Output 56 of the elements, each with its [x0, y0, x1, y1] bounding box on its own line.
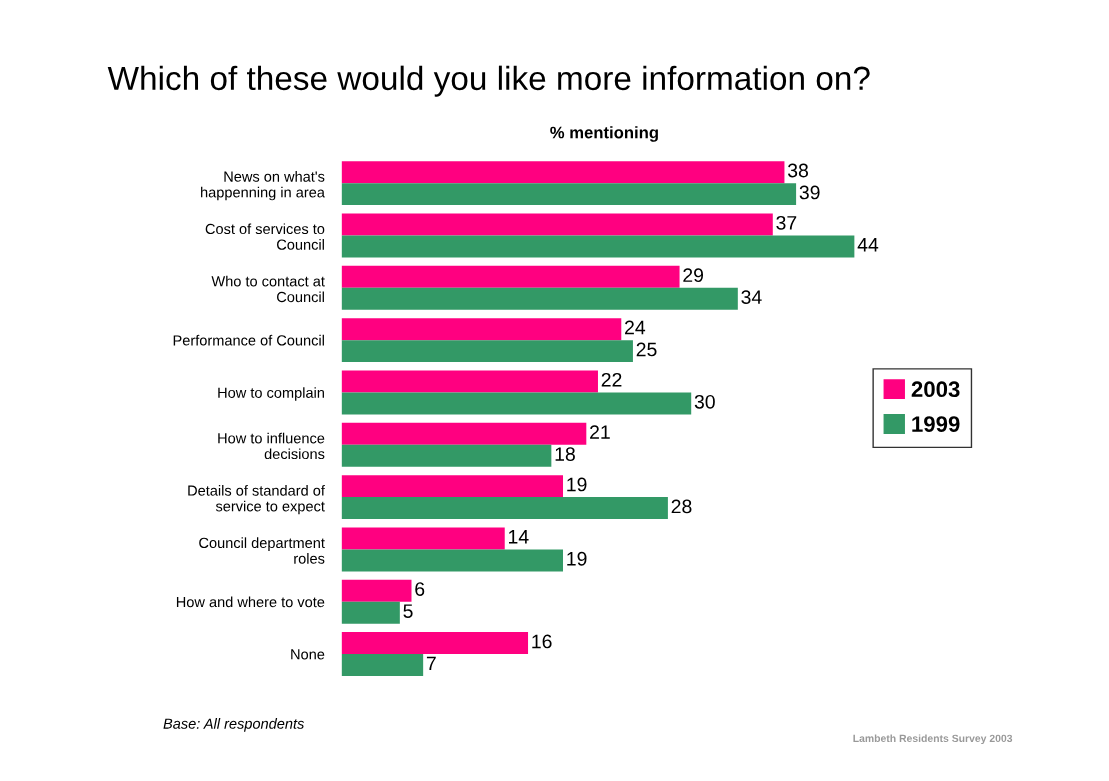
chart-subtitle: % mentioning — [550, 126, 658, 142]
bar — [341, 340, 633, 363]
bar — [341, 654, 424, 677]
y-tick-label: How to complain — [218, 387, 324, 401]
data-label: 16 — [532, 634, 552, 649]
data-label: 19 — [567, 551, 587, 566]
bar — [341, 235, 855, 258]
data-label: 38 — [787, 163, 809, 178]
legend-label: 2003 — [911, 381, 960, 398]
chart-title: Which of these would you like more information on? — [107, 65, 870, 97]
bar — [341, 213, 773, 236]
bar — [341, 318, 622, 341]
data-label: 28 — [671, 499, 692, 514]
data-label: 7 — [426, 656, 436, 671]
data-label: 44 — [857, 238, 879, 252]
bar — [341, 370, 598, 393]
data-label: 21 — [590, 425, 610, 439]
text: Lambeth Residents Survey 2003 — [853, 734, 1013, 745]
y-tick-label: News on what's happenning in area — [201, 171, 325, 201]
data-label: 29 — [683, 268, 704, 283]
bar — [341, 601, 400, 624]
data-label: 24 — [625, 320, 646, 335]
data-label: 30 — [694, 394, 715, 409]
y-tick-label: Performance of Council — [173, 334, 324, 346]
legend-label: 1999 — [912, 416, 960, 432]
data-label: 5 — [403, 604, 413, 618]
bar — [341, 497, 668, 520]
y-tick-label: Council department roles — [199, 537, 325, 564]
y-tick-label: Cost of services to Council — [205, 223, 325, 250]
bar — [341, 287, 738, 310]
data-label: 25 — [636, 342, 657, 357]
bar — [341, 632, 529, 655]
data-label: 39 — [799, 185, 820, 200]
bar — [341, 161, 785, 184]
bar — [341, 549, 564, 572]
bar — [341, 422, 587, 445]
y-tick-label: None — [291, 649, 325, 660]
bar — [341, 183, 797, 206]
bar — [341, 444, 552, 467]
data-label: 22 — [601, 372, 622, 387]
y-tick-label: How to influence decisions — [218, 432, 325, 460]
text: Base: All respondents — [163, 718, 305, 732]
data-label: 19 — [567, 477, 587, 492]
y-tick-label: How and where to vote — [176, 596, 325, 608]
data-label: 14 — [509, 530, 529, 544]
y-tick-label: Who to contact at Council — [211, 275, 325, 303]
bar — [341, 527, 505, 550]
bar — [341, 579, 412, 602]
bar — [341, 392, 692, 415]
bar — [341, 475, 564, 498]
data-label: 34 — [741, 290, 762, 305]
data-label: 18 — [555, 447, 575, 461]
y-tick-label: Details of standard of service to expect — [188, 485, 325, 515]
data-label: 6 — [415, 582, 425, 596]
data-label: 37 — [776, 215, 797, 230]
bar — [341, 265, 680, 288]
